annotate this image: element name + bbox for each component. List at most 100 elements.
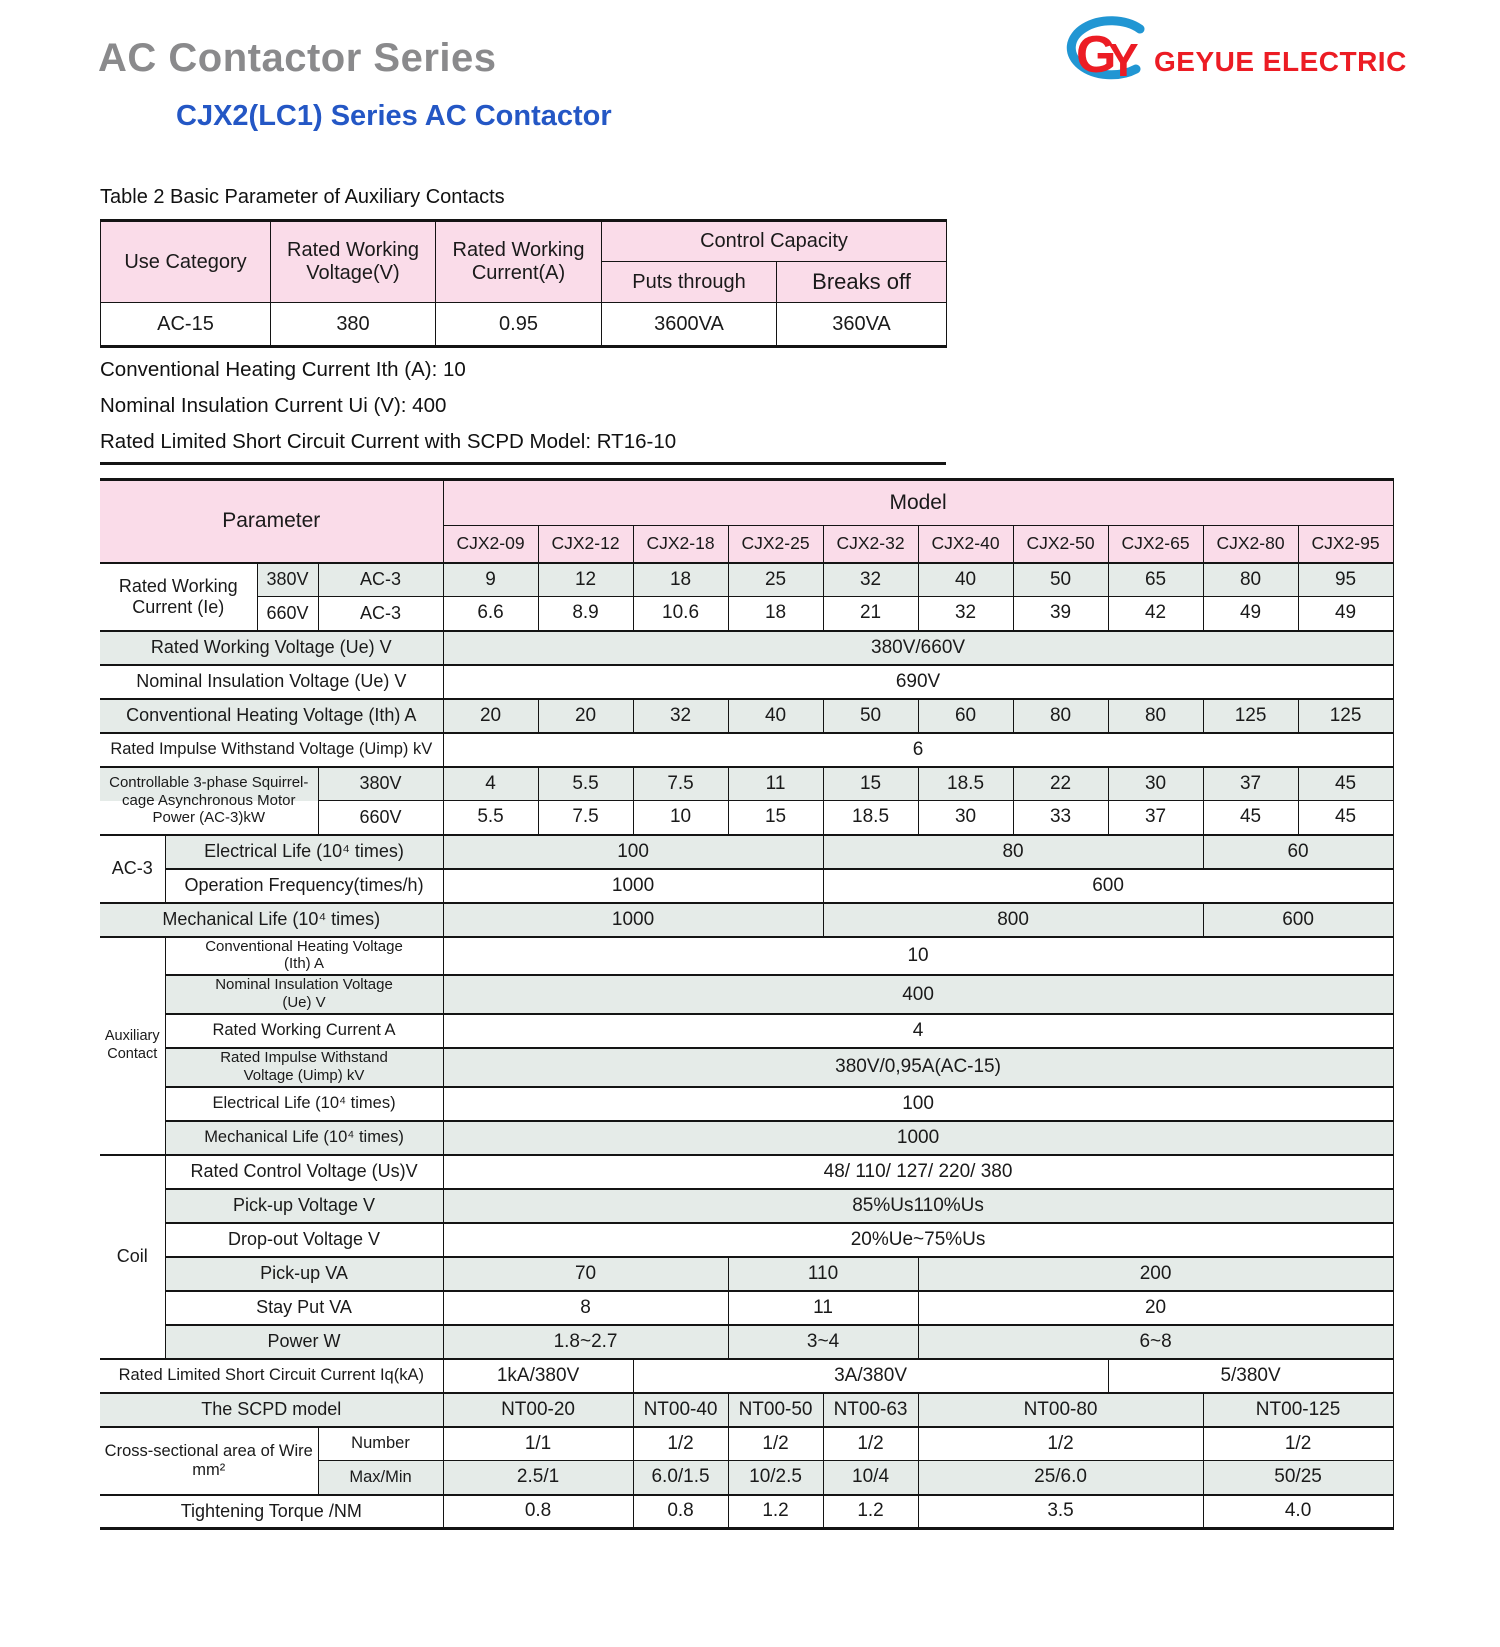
column-header-model-name: CJX2-95 [1297,525,1394,563]
table-row: Max/Min 2.5/1 6.0/1.5 10/2.5 10/4 25/6.0… [100,1460,1394,1496]
row-label-text: Nominal Insulation Voltage (Ue) V [215,976,393,1011]
value-cell: 2.5/1 [442,1460,634,1496]
value-cell: 80 [822,833,1204,869]
table-row: Rated Working Current A 4 [100,1012,1394,1049]
value-cell: 42 [1107,596,1204,631]
value-cell: 25 [727,561,824,597]
row-label-text: Conventional Heating Voltage (Ith) A [205,937,403,973]
value-cell: 15 [727,800,824,835]
row-label-wire-area: Cross-sectional area of Wire mm² [100,1425,319,1496]
table-row: 660V 5.5 7.5 10 15 18.5 30 33 37 45 45 [100,800,1394,835]
geyue-logo-icon: G Y [1066,16,1145,86]
value-cell: 80 [1012,697,1109,733]
table-row: 660V AC-3 6.6 8.9 10.6 18 21 32 39 42 49… [100,596,1394,631]
value-cell: 60 [1202,833,1394,869]
value-cell: NT00-50 [727,1391,824,1428]
value-cell: 0.95 [435,302,602,347]
value-cell: 1.2 [822,1493,919,1530]
row-sublabel-voltage: 380V [256,561,319,597]
table-row: Drop-out Voltage V 20%Ue~75%Us [100,1221,1394,1258]
value-cell: 100 [442,833,824,869]
table-row: AC-15 380 0.95 3600VA 360VA [100,302,947,347]
value-cell: 1000 [442,901,824,937]
value-cell: 10 [442,935,1394,976]
value-cell: NT00-80 [917,1391,1204,1428]
column-header-use-category: Use Category [100,220,271,303]
table-row: Stay Put VA 8 11 20 [100,1289,1394,1326]
value-cell: 10/2.5 [727,1460,824,1496]
value-cell: 4 [442,765,539,801]
value-cell: 0.8 [632,1493,729,1530]
row-label-aux-mechanical-life: Mechanical Life (10⁴ times) [164,1119,444,1156]
row-label-short-circuit-current: Rated Limited Short Circuit Current Iq(k… [100,1357,444,1394]
value-cell: NT00-63 [822,1391,919,1428]
row-label-rated-working-current: Rated Working Current (Ie) [100,561,258,631]
value-cell: 18.5 [917,765,1014,801]
value-cell: 18.5 [822,800,919,835]
row-label-conventional-heating: Conventional Heating Voltage (Ith) A [100,697,444,733]
value-cell: 50 [822,697,919,733]
value-cell: 33 [1012,800,1109,835]
value-cell: 37 [1202,765,1299,801]
value-cell: 11 [727,765,824,801]
column-header-rated-voltage: Rated Working Voltage(V) [270,220,436,303]
row-label-aux-insulation: Nominal Insulation Voltage (Ue) V [164,974,444,1015]
value-cell: NT00-40 [632,1391,729,1428]
row-label-electrical-life: Electrical Life (10⁴ times) [164,833,444,869]
column-header-model-name: CJX2-18 [632,525,729,563]
value-cell: 10/4 [822,1460,919,1496]
value-cell: 7.5 [537,800,634,835]
value-cell: 21 [822,596,919,631]
table-row: CJX2-09 CJX2-12 CJX2-18 CJX2-25 CJX2-32 … [100,525,1394,563]
value-cell: 6.0/1.5 [632,1460,729,1496]
value-cell: 30 [1107,765,1204,801]
value-cell: 1000 [442,1119,1394,1156]
value-cell: 1.2 [727,1493,824,1530]
value-cell: 12 [537,561,634,597]
row-sublabel-number: Number [317,1425,444,1462]
value-cell: 4 [442,1012,1394,1049]
column-header-breaks-off: Breaks off [776,261,947,303]
table-row: The SCPD model NT00-20 NT00-40 NT00-50 N… [100,1391,1394,1428]
value-cell: 100 [442,1085,1394,1122]
column-header-parameter: Parameter [100,478,444,563]
value-cell: 40 [727,697,824,733]
value-cell: 3A/380V [632,1357,1109,1394]
value-cell: 6.6 [442,596,539,631]
value-cell: 49 [1202,596,1299,631]
table-row: AC-3 Electrical Life (10⁴ times) 100 80 … [100,833,1394,903]
value-cell: 40 [917,561,1014,597]
table-row: Tightening Torque /NM 0.8 0.8 1.2 1.2 3.… [100,1493,1394,1530]
table-row: Nominal Insulation Voltage (Ue) V 690V [100,663,1394,699]
value-cell: 45 [1297,765,1394,801]
value-cell: 20 [917,1289,1394,1326]
value-cell: 3600VA [601,302,777,347]
value-cell: 25/6.0 [917,1460,1204,1496]
table-row: Controllable 3-phase Squirrel-cage Async… [100,765,1394,835]
value-cell: 10.6 [632,596,729,631]
table-row: Operation Frequency(times/h) 1000 600 [100,867,1394,903]
value-cell: 1/2 [727,1425,824,1462]
note-line: Nominal Insulation Current Ui (V): 400 [100,394,447,417]
table-row: Mechanical Life (10⁴ times) 1000 800 600 [100,901,1394,937]
value-cell: 45 [1297,800,1394,835]
row-sublabel-maxmin: Max/Min [317,1460,444,1496]
value-cell: 18 [632,561,729,597]
value-cell: 20 [537,697,634,733]
column-header-puts-through: Puts through [601,261,777,303]
row-label-tightening-torque: Tightening Torque /NM [100,1493,444,1530]
table-row: Rated Working Current (Ie) 380V AC-3 9 1… [100,561,1394,631]
table-row: Rated Limited Short Circuit Current Iq(k… [100,1357,1394,1394]
value-cell: 3.5 [917,1493,1204,1530]
value-cell: 18 [727,596,824,631]
value-cell: 4.0 [1202,1493,1394,1530]
value-cell: 15 [822,765,919,801]
value-cell: 39 [1012,596,1109,631]
row-label-nominal-insulation-voltage: Nominal Insulation Voltage (Ue) V [100,663,444,699]
row-sublabel-voltage: 660V [256,596,319,631]
table-row: Power W 1.8~2.7 3~4 6~8 [100,1323,1394,1360]
column-header-model: Model [442,478,1394,526]
row-label-text: Rated Impulse Withstand Voltage (Uimp) k… [220,1048,388,1084]
group-label-auxiliary-contact: Auxiliary Contact [100,935,166,1156]
table-row: Conventional Heating Voltage (Ith) A 20 … [100,697,1394,733]
